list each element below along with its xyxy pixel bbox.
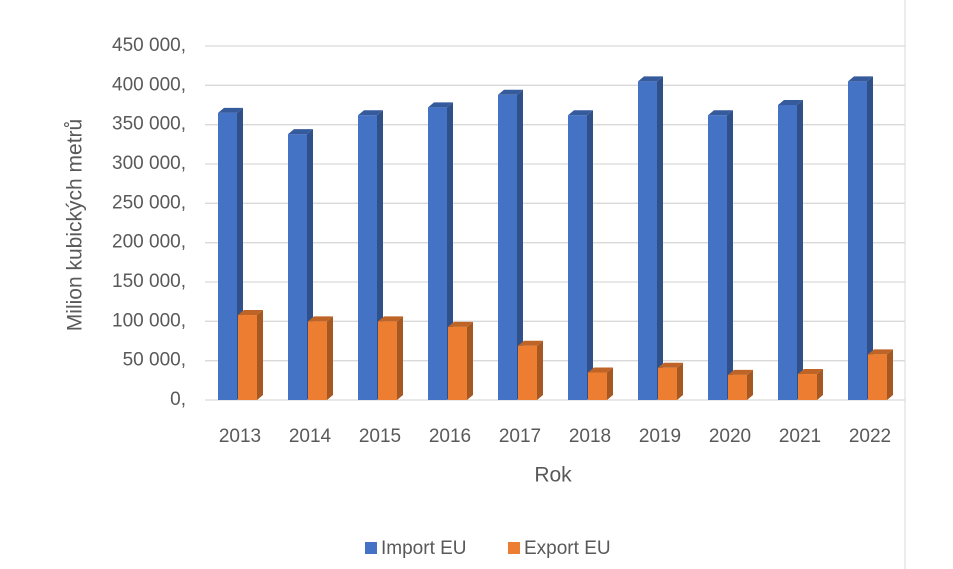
- y-tick-label: 0,: [170, 389, 186, 410]
- x-tick-label: 2014: [289, 426, 332, 447]
- bar: [378, 316, 403, 400]
- bar: [848, 76, 873, 401]
- legend-label: Export EU: [524, 538, 611, 559]
- y-tick-label: 450 000,: [112, 35, 186, 56]
- y-tick-label: 400 000,: [112, 74, 186, 95]
- bar: [708, 110, 733, 400]
- bar: [238, 310, 263, 400]
- bar: [568, 110, 593, 400]
- bar: [498, 89, 523, 401]
- bar: [308, 316, 333, 400]
- x-axis-label: Rok: [534, 464, 572, 487]
- y-tick-label: 300 000,: [112, 153, 186, 174]
- bar: [728, 369, 753, 400]
- y-axis-label: Milion kubických metrů: [64, 119, 87, 331]
- legend-swatch: [365, 542, 377, 554]
- x-tick-label: 2019: [639, 426, 681, 447]
- bar: [588, 367, 613, 400]
- y-tick-label: 50 000,: [123, 350, 186, 371]
- bar: [638, 76, 663, 401]
- y-tick-label: 100 000,: [112, 310, 186, 331]
- bar: [658, 362, 683, 400]
- y-tick-label: 350 000,: [112, 114, 186, 135]
- bar: [798, 369, 823, 400]
- y-tick-label: 200 000,: [112, 232, 186, 253]
- bar: [778, 100, 803, 400]
- bar: [428, 102, 453, 401]
- x-tick-label: 2020: [709, 426, 751, 447]
- bar: [518, 340, 543, 400]
- x-tick-label: 2013: [219, 426, 261, 447]
- x-tick-label: 2017: [499, 426, 541, 447]
- x-tick-label: 2015: [359, 426, 401, 447]
- bar: [868, 349, 893, 400]
- x-tick-label: 2016: [429, 426, 471, 447]
- y-tick-label: 150 000,: [112, 271, 186, 292]
- x-tick-label: 2022: [849, 426, 891, 447]
- bar: [448, 321, 473, 400]
- y-tick-label: 250 000,: [112, 192, 186, 213]
- legend-swatch: [508, 542, 520, 554]
- legend-label: Import EU: [381, 538, 467, 559]
- x-tick-label: 2018: [569, 426, 611, 447]
- x-tick-label: 2021: [779, 426, 821, 447]
